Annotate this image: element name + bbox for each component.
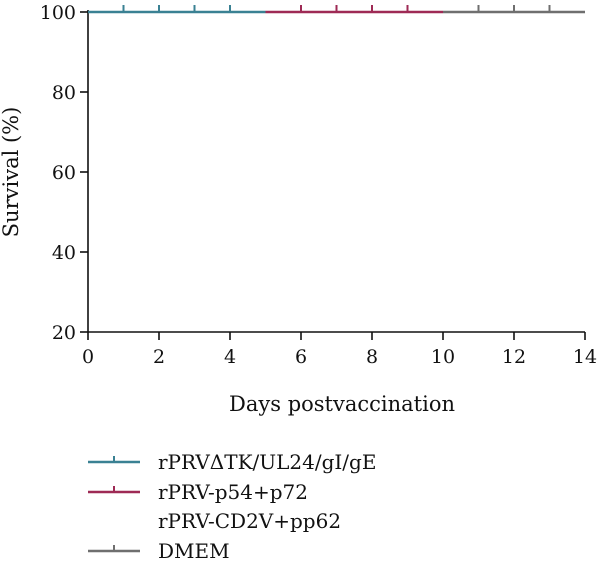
x-tick-label: 4 <box>224 346 236 368</box>
x-axis-label: Days postvaccination <box>229 392 455 416</box>
legend-label: DMEM <box>158 539 230 563</box>
x-tick-label: 0 <box>82 346 94 368</box>
x-tick-label: 10 <box>431 346 455 368</box>
legend-item: rPRVΔTK/UL24/gI/gE <box>88 450 376 474</box>
x-tick-label: 2 <box>153 346 165 368</box>
y-axis-label: Survival (%) <box>0 107 23 238</box>
y-tick-label: 40 <box>52 242 76 264</box>
y-tick-label: 100 <box>40 2 76 24</box>
axes: 0 2 4 6 8 10 12 14 20 40 60 80 100 <box>40 2 597 368</box>
y-tick-label: 60 <box>52 162 76 184</box>
x-tick-label: 8 <box>366 346 378 368</box>
x-tick-label: 12 <box>502 346 526 368</box>
legend-label: rPRVΔTK/UL24/gI/gE <box>158 450 376 474</box>
series-0 <box>88 5 266 14</box>
y-tick-label: 20 <box>52 322 76 344</box>
series-1 <box>265 5 443 14</box>
legend: rPRVΔTK/UL24/gI/gE rPRV-p54+p72 rPRV-CD2V+… <box>88 450 376 563</box>
y-tick-label: 80 <box>52 82 76 104</box>
legend-label: rPRV-p54+p72 rPRV-CD2V+pp62 <box>158 480 341 533</box>
x-tick-label: 6 <box>295 346 307 368</box>
series-layer <box>88 5 585 14</box>
legend-item: DMEM <box>88 539 230 563</box>
legend-item: rPRV-p54+p72 rPRV-CD2V+pp62 <box>88 480 341 533</box>
x-tick-label: 14 <box>573 346 597 368</box>
series-2 <box>443 5 585 14</box>
